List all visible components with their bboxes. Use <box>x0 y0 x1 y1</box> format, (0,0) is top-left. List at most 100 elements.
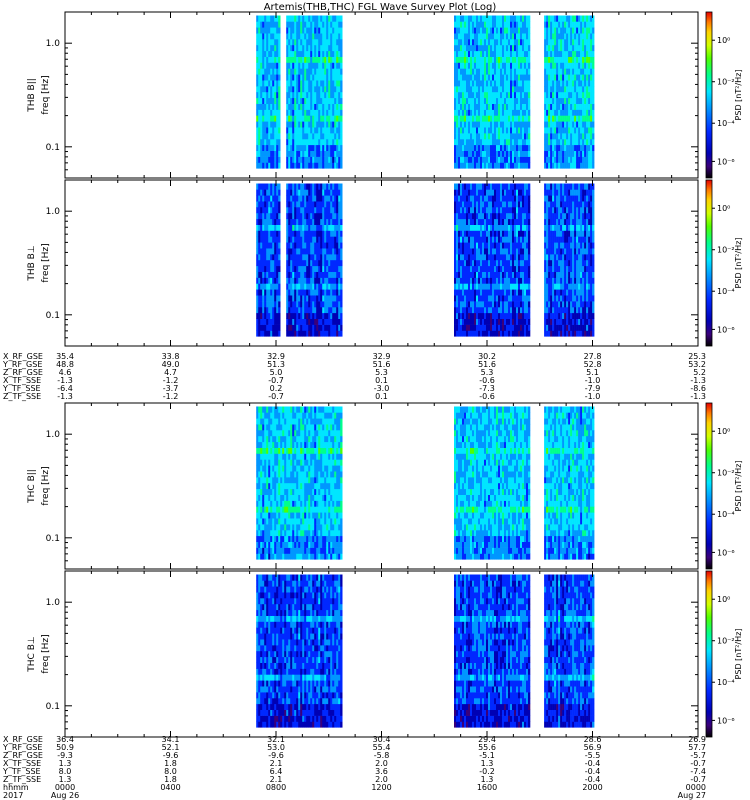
spectrogram-cell <box>260 330 263 337</box>
spectrogram-cell <box>584 50 587 57</box>
spectrogram-cell <box>294 127 297 134</box>
spectrogram-cell <box>296 127 299 134</box>
spectrogram-cell <box>552 271 555 278</box>
spectrogram-cell <box>338 133 341 140</box>
spectrogram-cell <box>492 138 495 146</box>
spectrogram-cell <box>334 62 337 69</box>
spectrogram-cell <box>526 33 529 40</box>
spectrogram-cell <box>528 283 531 290</box>
spectrogram-cell <box>304 207 307 214</box>
spectrogram-cell <box>470 144 473 151</box>
spectrogram-cell <box>300 301 303 308</box>
spectrogram-cell <box>332 212 335 220</box>
spectrogram-cell <box>300 306 303 314</box>
spectrogram-cell <box>584 62 587 69</box>
spectrogram-cell <box>294 259 297 267</box>
spectrogram-cell <box>298 138 301 146</box>
spectrogram-cell <box>478 115 481 122</box>
spectrogram-cell <box>454 74 457 81</box>
spectrogram-cell <box>338 91 341 99</box>
spectrogram-cell <box>486 150 489 157</box>
spectrogram-cell <box>588 74 591 81</box>
spectrogram-cell <box>502 103 505 110</box>
spectrogram-cell <box>268 183 271 190</box>
spectrogram-cell <box>484 236 487 243</box>
spectrogram-cell <box>328 21 331 28</box>
spectrogram-cell <box>490 91 493 99</box>
spectrogram-cell <box>576 39 579 46</box>
spectrogram-cell <box>316 301 319 308</box>
spectrogram-cell <box>526 306 529 314</box>
spectrogram-cell <box>498 324 501 331</box>
spectrogram-cell <box>318 224 321 231</box>
spectrogram-cell <box>520 27 523 34</box>
spectrogram-cell <box>466 289 469 296</box>
spectrogram-cell <box>310 318 313 325</box>
spectrogram-cell <box>260 248 263 255</box>
spectrogram-cell <box>500 27 503 34</box>
spectrogram-cell <box>272 21 275 28</box>
spectrogram-cell <box>510 312 513 319</box>
spectrogram-cell <box>302 27 305 34</box>
spectrogram-cell <box>510 183 513 190</box>
spectrogram-cell <box>472 259 475 267</box>
spectrogram-cell <box>510 74 513 81</box>
spectrogram-cell <box>494 80 497 87</box>
spectrogram-cell <box>484 283 487 290</box>
spectrogram-cell <box>498 248 501 255</box>
spectrogram-cell <box>326 127 329 134</box>
spectrogram-cell <box>318 27 321 34</box>
spectrogram-cell <box>514 121 517 128</box>
spectrogram-cell <box>462 115 465 122</box>
spectrogram-cell <box>286 312 289 319</box>
spectrogram-cell <box>260 289 263 296</box>
spectrogram-cell <box>524 312 527 319</box>
spectrogram-cell <box>484 301 487 308</box>
spectrogram-cell <box>292 218 295 225</box>
spectrogram-cell <box>290 156 293 163</box>
spectrogram-cell <box>474 115 477 122</box>
spectrogram-cell <box>312 97 315 104</box>
spectrogram-cell <box>312 80 315 87</box>
spectrogram-cell <box>474 80 477 87</box>
spectrogram-cell <box>338 115 341 122</box>
spectrogram-cell <box>492 144 495 151</box>
spectrogram-cell <box>554 236 557 243</box>
spectrogram-cell <box>480 39 483 46</box>
spectrogram-cell <box>330 212 333 220</box>
spectrogram-cell <box>506 91 509 99</box>
spectrogram-cell <box>502 86 505 93</box>
spectrogram-cell <box>322 127 325 134</box>
spectrogram-cell <box>502 115 505 122</box>
spectrogram-cell <box>462 324 465 331</box>
spectrogram-cell <box>272 312 275 319</box>
spectrogram-cell <box>312 254 315 261</box>
spectrogram-cell <box>256 97 259 104</box>
spectrogram-cell <box>310 265 313 272</box>
spectrogram-cell <box>544 306 547 314</box>
spectrogram-cell <box>566 97 569 104</box>
spectrogram-cell <box>332 127 335 134</box>
spectrogram-cell <box>330 50 333 57</box>
spectrogram-cell <box>524 103 527 110</box>
spectrogram-cell <box>486 138 489 146</box>
spectrogram-cell <box>588 68 591 75</box>
spectrogram-cell <box>308 201 311 208</box>
spectrogram-cell <box>258 218 261 225</box>
spectrogram-cell <box>330 144 333 151</box>
spectrogram-cell <box>324 74 327 81</box>
spectrogram-cell <box>568 156 571 163</box>
spectrogram-cell <box>296 138 299 146</box>
spectrogram-cell <box>486 50 489 57</box>
spectrogram-cell <box>556 109 559 116</box>
spectrogram-cell <box>320 259 323 267</box>
spectrogram-cell <box>272 224 275 231</box>
spectrogram-cell <box>554 97 557 104</box>
spectrogram-cell <box>316 218 319 225</box>
spectrogram-cell <box>278 144 281 151</box>
spectrogram-cell <box>262 230 265 237</box>
spectrogram-cell <box>266 212 269 220</box>
spectrogram-cell <box>258 242 261 249</box>
spectrogram-cell <box>322 50 325 57</box>
spectrogram-cell <box>474 207 477 214</box>
